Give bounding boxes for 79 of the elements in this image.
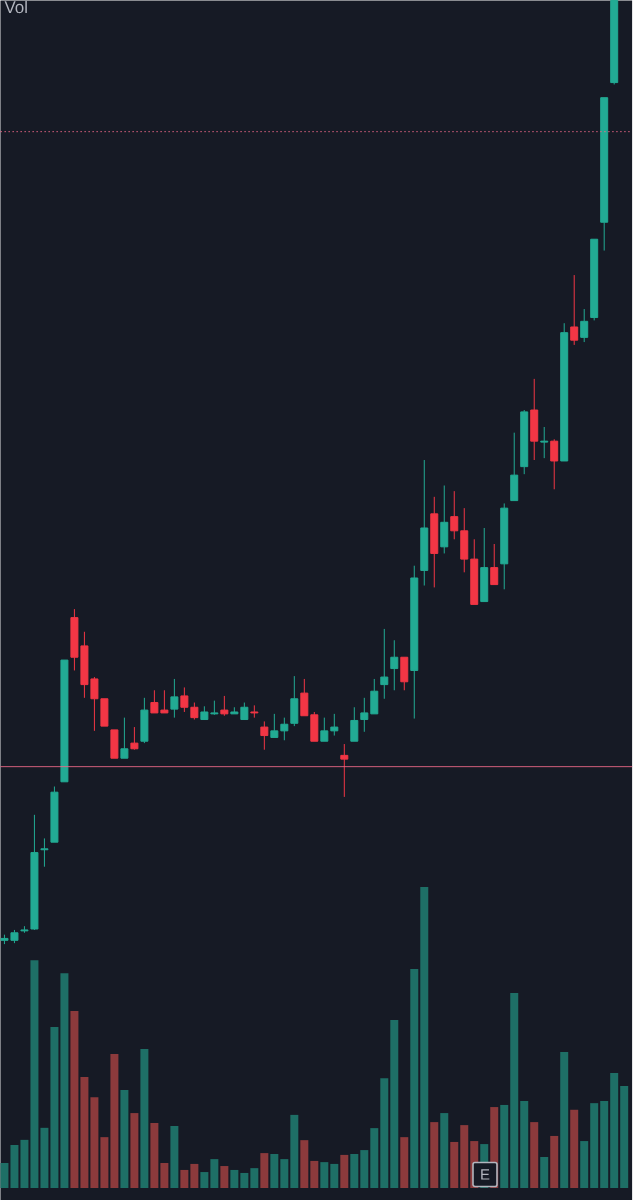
bar	[590, 1103, 599, 1188]
candlestick	[550, 438, 559, 490]
candlestick	[340, 743, 349, 798]
candlestick	[460, 507, 469, 573]
bar	[0, 1163, 9, 1188]
bar	[570, 1109, 579, 1188]
bar	[250, 1168, 259, 1188]
candlestick	[540, 426, 549, 459]
candlestick	[500, 502, 509, 590]
bar	[100, 1137, 109, 1188]
bar	[530, 1122, 539, 1188]
bar	[170, 1126, 179, 1188]
bar	[440, 1113, 449, 1188]
bar	[140, 1048, 149, 1188]
bar	[240, 1172, 249, 1188]
bar	[70, 1011, 79, 1188]
bar	[460, 1125, 469, 1188]
bar	[410, 968, 419, 1188]
bar	[160, 1163, 169, 1188]
bar	[560, 1052, 569, 1188]
annotation: Vol	[4, 0, 28, 14]
bar	[430, 1122, 439, 1188]
bar	[340, 1154, 349, 1188]
bar	[300, 1140, 309, 1188]
bar	[290, 1114, 299, 1188]
bar	[330, 1163, 339, 1188]
bar	[10, 1144, 19, 1188]
candlestick	[40, 837, 49, 868]
bar	[390, 1020, 399, 1188]
bar	[260, 1153, 269, 1188]
bar	[350, 1154, 359, 1188]
bar	[180, 1169, 189, 1188]
candlestick	[420, 459, 429, 587]
bar	[400, 1137, 409, 1188]
bar	[80, 1076, 89, 1188]
bar	[370, 1128, 379, 1188]
bar	[550, 1135, 559, 1188]
bar	[380, 1078, 389, 1188]
bar	[20, 1139, 29, 1188]
bar	[230, 1169, 239, 1188]
bar	[420, 887, 429, 1188]
candlestick	[390, 639, 399, 691]
candlestick	[130, 726, 139, 750]
candlestick	[530, 378, 539, 461]
bar	[310, 1160, 319, 1188]
bar	[270, 1154, 279, 1188]
bar	[280, 1159, 289, 1188]
bar	[510, 993, 519, 1188]
bar	[320, 1162, 329, 1188]
bar	[200, 1172, 209, 1188]
bar	[190, 1163, 199, 1188]
bar	[520, 1101, 529, 1188]
bar	[110, 1054, 119, 1188]
bar	[220, 1166, 229, 1188]
bar	[60, 973, 69, 1188]
bar	[540, 1157, 549, 1188]
candlestick	[410, 565, 419, 720]
bar	[210, 1159, 219, 1188]
bar	[450, 1141, 459, 1188]
candlestick	[360, 697, 369, 733]
bar	[50, 1027, 59, 1188]
bar	[600, 1101, 609, 1188]
bar	[120, 1089, 129, 1188]
annotation: E	[481, 1169, 490, 1180]
bar	[130, 1113, 139, 1188]
bar	[360, 1150, 369, 1188]
candlestick	[330, 713, 339, 737]
bar	[500, 1104, 509, 1188]
candlestick	[380, 628, 389, 700]
bar	[150, 1123, 159, 1188]
bar	[610, 1073, 619, 1188]
bar	[620, 1086, 629, 1188]
bar	[90, 1097, 99, 1188]
candlestick	[430, 496, 439, 588]
candlestick	[170, 678, 179, 719]
bar	[40, 1127, 49, 1188]
candlestick	[450, 490, 459, 540]
bar	[580, 1141, 589, 1188]
bar	[30, 960, 39, 1188]
